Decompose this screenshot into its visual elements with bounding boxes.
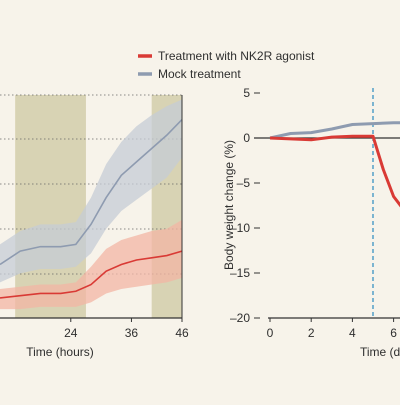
series-line bbox=[0, 250, 183, 299]
series-line bbox=[0, 118, 183, 266]
x-tick-label: 6 bbox=[390, 326, 397, 340]
x-tick-label: 4 bbox=[349, 326, 356, 340]
y-tick-label: 5 bbox=[243, 86, 250, 100]
x-axis-title: Time (d bbox=[360, 345, 400, 359]
legend: Treatment with NK2R agonist Mock treatmen… bbox=[138, 49, 315, 81]
x-axis-title: Time (hours) bbox=[26, 345, 94, 359]
y-tick-label: –10 bbox=[230, 221, 250, 235]
left-chart-panel: 24 36 46 Time (hours) bbox=[0, 94, 189, 359]
y-axis-title: Body weight change (%) bbox=[222, 140, 236, 270]
series-line bbox=[269, 134, 400, 208]
x-tick-label: 46 bbox=[175, 326, 189, 340]
series-line bbox=[269, 121, 400, 140]
y-tick-label: –5 bbox=[237, 176, 251, 190]
y-tick-label: 0 bbox=[243, 131, 250, 145]
legend-label: Treatment with NK2R agonist bbox=[158, 49, 315, 63]
legend-label: Mock treatment bbox=[158, 67, 241, 81]
right-chart-panel: 5 0 –5 –10 –15 –20 0 2 4 6 Time (d Body weight chan… bbox=[222, 86, 400, 359]
shaded-interval bbox=[15, 95, 86, 318]
x-tick-label: 36 bbox=[125, 326, 139, 340]
x-tick-label: 2 bbox=[308, 326, 315, 340]
y-tick-label: –20 bbox=[230, 311, 250, 325]
series-confidence-band bbox=[0, 219, 182, 310]
series-confidence-band bbox=[0, 99, 182, 283]
x-tick-label: 24 bbox=[64, 326, 78, 340]
x-tick-label: 0 bbox=[267, 326, 274, 340]
y-tick-label: –15 bbox=[230, 266, 250, 280]
